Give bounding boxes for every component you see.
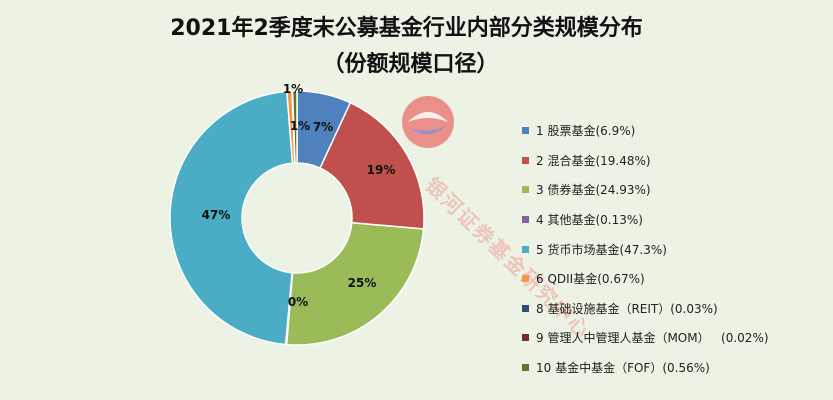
slice-label-4: 0%: [288, 295, 308, 309]
pie-slice-9: [291, 90, 298, 164]
slice-label-6: 1%: [283, 82, 303, 96]
legend-swatch: [522, 304, 529, 312]
chart-subtitle: （份额规模口径）: [322, 52, 499, 77]
legend-label: 9 管理人中管理人基金（MOM） (0.02%): [536, 331, 769, 346]
pie-slice-3: [285, 221, 425, 346]
legend-swatch: [522, 156, 529, 164]
legend-item-7: 8 基础设施基金（REIT）(0.03%): [522, 294, 769, 324]
legend-label: 2 混合基金(19.48%): [536, 153, 651, 168]
legend-swatch: [522, 334, 529, 342]
chart-legend: 1 股票基金(6.9%) 2 混合基金(19.48%) 3 债券基金(24.93%)…: [522, 116, 769, 382]
legend-label: 10 基金中基金（FOF）(0.56%): [536, 361, 710, 376]
slice-label-1: 7%: [313, 120, 333, 134]
legend-swatch: [522, 216, 529, 224]
legend-label: 6 QDII基金(0.67%): [536, 272, 645, 287]
legend-item-3: 3 债券基金(24.93%): [522, 175, 769, 205]
legend-swatch: [522, 186, 529, 194]
legend-item-1: 1 股票基金(6.9%): [522, 116, 769, 146]
watermark-logo-icon: [402, 96, 454, 148]
legend-swatch: [522, 275, 529, 283]
chart-title: 2021年2季度末公募基金行业内部分类规模分布: [170, 16, 643, 41]
slice-label-5: 47%: [202, 208, 231, 222]
legend-item-5: 5 货币市场基金(47.3%): [522, 234, 769, 264]
legend-item-6: 6 QDII基金(0.67%): [522, 264, 769, 294]
pie-slice-2: [319, 101, 425, 230]
slice-label-3: 25%: [348, 276, 377, 290]
legend-label: 8 基础设施基金（REIT）(0.03%): [536, 301, 718, 316]
slice-label-8: 1%: [290, 119, 310, 133]
legend-label: 1 股票基金(6.9%): [536, 124, 636, 139]
legend-swatch: [522, 245, 529, 253]
legend-item-9: 10 基金中基金（FOF）(0.56%): [522, 353, 769, 383]
slice-label-2: 19%: [367, 163, 396, 177]
legend-item-2: 2 混合基金(19.48%): [522, 146, 769, 176]
legend-label: 5 货币市场基金(47.3%): [536, 242, 667, 257]
legend-label: 4 其他基金(0.13%): [536, 213, 643, 228]
legend-label: 3 债券基金(24.93%): [536, 183, 651, 198]
pie-slice-5: [169, 90, 294, 346]
legend-swatch: [522, 127, 529, 135]
legend-item-4: 4 其他基金(0.13%): [522, 205, 769, 235]
legend-swatch: [522, 364, 529, 372]
legend-item-8: 9 管理人中管理人基金（MOM） (0.02%): [522, 323, 769, 353]
